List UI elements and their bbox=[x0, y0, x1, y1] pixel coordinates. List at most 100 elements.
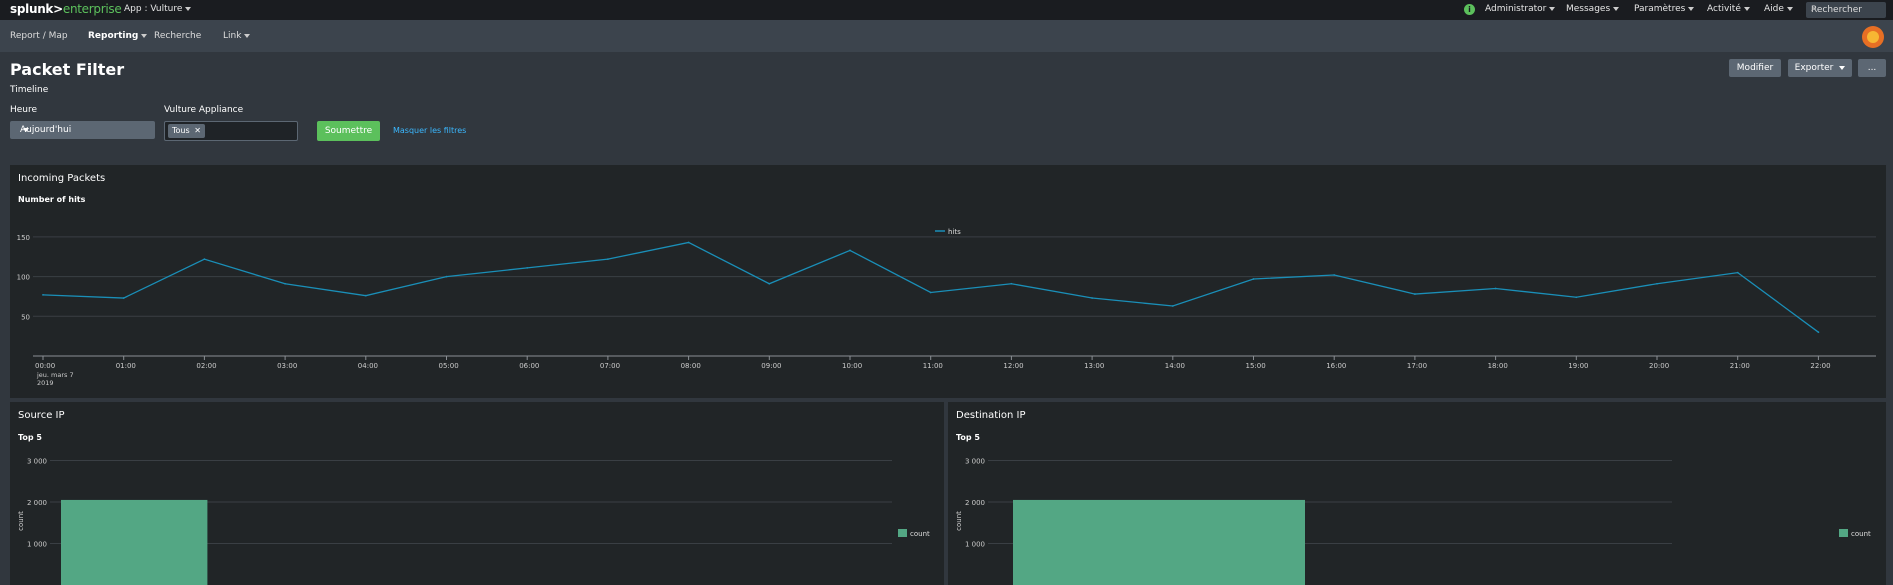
x-tick-label: 06:00 bbox=[519, 362, 539, 370]
panel-title: Destination IP bbox=[956, 410, 1026, 421]
data-point bbox=[284, 282, 286, 285]
close-icon[interactable]: ✕ bbox=[194, 126, 201, 135]
app-menu[interactable]: App : Vulture bbox=[124, 4, 192, 14]
help-menu-label: Aide bbox=[1764, 4, 1784, 14]
top-navigation-bar: splunk>enterprise App : Vulture i Admini… bbox=[0, 0, 1893, 20]
data-point bbox=[849, 249, 851, 252]
more-actions-button[interactable]: ... bbox=[1858, 59, 1886, 77]
nav-link-label: Link bbox=[223, 31, 242, 41]
y-axis-label: count bbox=[955, 511, 963, 531]
y-tick-label: 3 000 bbox=[27, 458, 47, 466]
x-tick-label: 14:00 bbox=[1165, 362, 1185, 370]
x-tick-label: 04:00 bbox=[358, 362, 378, 370]
x-tick-label: 11:00 bbox=[923, 362, 943, 370]
hide-filters-link[interactable]: Masquer les filtres bbox=[393, 126, 467, 135]
chevron-down-icon bbox=[1839, 65, 1846, 70]
data-point bbox=[1575, 296, 1578, 299]
y-tick-label: 3 000 bbox=[965, 458, 985, 466]
legend-label: hits bbox=[948, 228, 961, 236]
x-tick-label: 12:00 bbox=[1003, 362, 1023, 370]
submit-button[interactable]: Soumettre bbox=[317, 121, 380, 141]
destination-ip-panel: Destination IP Top 5 1 000 2 000 3 000 coun… bbox=[948, 402, 1886, 585]
nav-recherche[interactable]: Recherche bbox=[154, 31, 202, 41]
user-menu-label: Administrator bbox=[1485, 4, 1547, 14]
source-ip-panel: Source IP Top 5 1 000 2 000 3 000 count coun… bbox=[10, 402, 944, 585]
x-tick-label: 17:00 bbox=[1407, 362, 1427, 370]
chevron-down-icon bbox=[1549, 6, 1556, 11]
chevron-down-icon bbox=[1743, 6, 1750, 11]
x-sublabel: 2019 bbox=[37, 379, 54, 387]
data-point bbox=[122, 297, 125, 299]
help-menu[interactable]: Aide bbox=[1764, 4, 1793, 14]
panel-title: Incoming Packets bbox=[18, 173, 106, 184]
info-icon[interactable]: i bbox=[1464, 4, 1475, 15]
x-tick-label: 22:00 bbox=[1810, 362, 1830, 370]
data-point bbox=[445, 275, 448, 278]
data-point bbox=[1494, 287, 1497, 290]
search-icon[interactable]: ⌕ bbox=[1811, 4, 1817, 14]
global-search-input[interactable]: Rechercher ⌕ bbox=[1806, 2, 1886, 18]
x-tick-label: 18:00 bbox=[1488, 362, 1508, 370]
x-tick-label: 13:00 bbox=[1084, 362, 1104, 370]
chevron-down-icon bbox=[1688, 6, 1695, 11]
source-ip-bar-chart: 1 000 2 000 3 000 count count bbox=[17, 458, 930, 585]
search-placeholder: Rechercher bbox=[1811, 5, 1862, 15]
x-tick-label: 02:00 bbox=[196, 362, 216, 370]
settings-menu[interactable]: Paramètres bbox=[1634, 4, 1695, 14]
data-point bbox=[607, 258, 609, 261]
legend-label: count bbox=[1851, 530, 1871, 538]
app-navigation-bar: Report / Map Reporting Recherche Link bbox=[0, 20, 1893, 52]
y-tick-label: 100 bbox=[17, 274, 30, 282]
x-tick-label: 03:00 bbox=[277, 362, 297, 370]
export-button-label: Exporter bbox=[1794, 63, 1834, 73]
nav-reporting-label: Reporting bbox=[88, 31, 139, 41]
data-point bbox=[929, 291, 932, 294]
data-point bbox=[1091, 297, 1093, 299]
data-point bbox=[526, 266, 529, 269]
x-tick-label: 21:00 bbox=[1730, 362, 1750, 370]
x-sublabel: jeu. mars 7 bbox=[36, 371, 74, 379]
data-point bbox=[42, 293, 44, 296]
brand-secondary: enterprise bbox=[62, 2, 122, 16]
activity-menu[interactable]: Activité bbox=[1707, 4, 1750, 14]
nav-report-map[interactable]: Report / Map bbox=[10, 31, 68, 41]
splunk-logo[interactable]: splunk>enterprise bbox=[10, 2, 122, 16]
y-tick-label: 2 000 bbox=[27, 499, 47, 507]
data-point bbox=[203, 258, 206, 261]
user-menu[interactable]: Administrator bbox=[1485, 4, 1556, 14]
legend-swatch bbox=[1839, 529, 1848, 537]
appliance-filter-label: Vulture Appliance bbox=[164, 105, 244, 115]
bar bbox=[1013, 499, 1305, 585]
brand-primary: splunk> bbox=[10, 2, 63, 16]
destination-ip-bar-chart: 1 000 2 000 3 000 count count bbox=[955, 458, 1871, 585]
time-range-value: Aujourd'hui bbox=[20, 125, 72, 135]
x-tick-label: 10:00 bbox=[842, 362, 862, 370]
appliance-chip: Tous ✕ bbox=[168, 124, 205, 138]
x-tick-label: 07:00 bbox=[600, 362, 620, 370]
export-button[interactable]: Exporter bbox=[1788, 59, 1852, 77]
data-point bbox=[768, 282, 771, 285]
data-point bbox=[1252, 278, 1255, 280]
y-tick-label: 50 bbox=[21, 313, 30, 321]
x-tick-label: 00:00 bbox=[35, 362, 55, 370]
x-tick-label: 19:00 bbox=[1568, 362, 1588, 370]
data-point bbox=[1736, 271, 1739, 274]
x-tick-label: 20:00 bbox=[1649, 362, 1669, 370]
chevron-down-icon bbox=[244, 33, 251, 38]
time-range-dropdown[interactable]: Aujourd'hui bbox=[10, 121, 155, 139]
messages-menu[interactable]: Messages bbox=[1566, 4, 1620, 14]
x-tick-label: 09:00 bbox=[761, 362, 781, 370]
data-point bbox=[1414, 293, 1416, 295]
nav-link[interactable]: Link bbox=[223, 31, 251, 41]
app-logo bbox=[1862, 26, 1884, 48]
bar bbox=[61, 499, 208, 585]
messages-menu-label: Messages bbox=[1566, 4, 1611, 14]
appliance-multiselect[interactable]: Tous ✕ bbox=[164, 121, 298, 141]
edit-button[interactable]: Modifier bbox=[1729, 59, 1781, 77]
y-tick-label: 1 000 bbox=[27, 541, 47, 549]
data-point bbox=[1171, 305, 1174, 307]
appliance-chip-label: Tous bbox=[172, 126, 190, 135]
time-filter-label: Heure bbox=[10, 105, 38, 115]
nav-reporting[interactable]: Reporting bbox=[88, 31, 148, 41]
y-axis-label: count bbox=[17, 511, 25, 531]
